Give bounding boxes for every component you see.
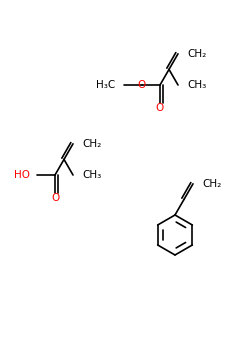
Text: CH₂: CH₂ <box>187 49 206 59</box>
Text: H₃C: H₃C <box>96 80 115 90</box>
Text: CH₃: CH₃ <box>187 80 206 90</box>
Text: O: O <box>51 193 59 203</box>
Text: CH₂: CH₂ <box>202 179 221 189</box>
Text: CH₃: CH₃ <box>82 170 101 180</box>
Text: CH₂: CH₂ <box>82 139 101 149</box>
Text: HO: HO <box>14 170 30 180</box>
Text: O: O <box>156 103 164 113</box>
Text: O: O <box>138 80 146 90</box>
